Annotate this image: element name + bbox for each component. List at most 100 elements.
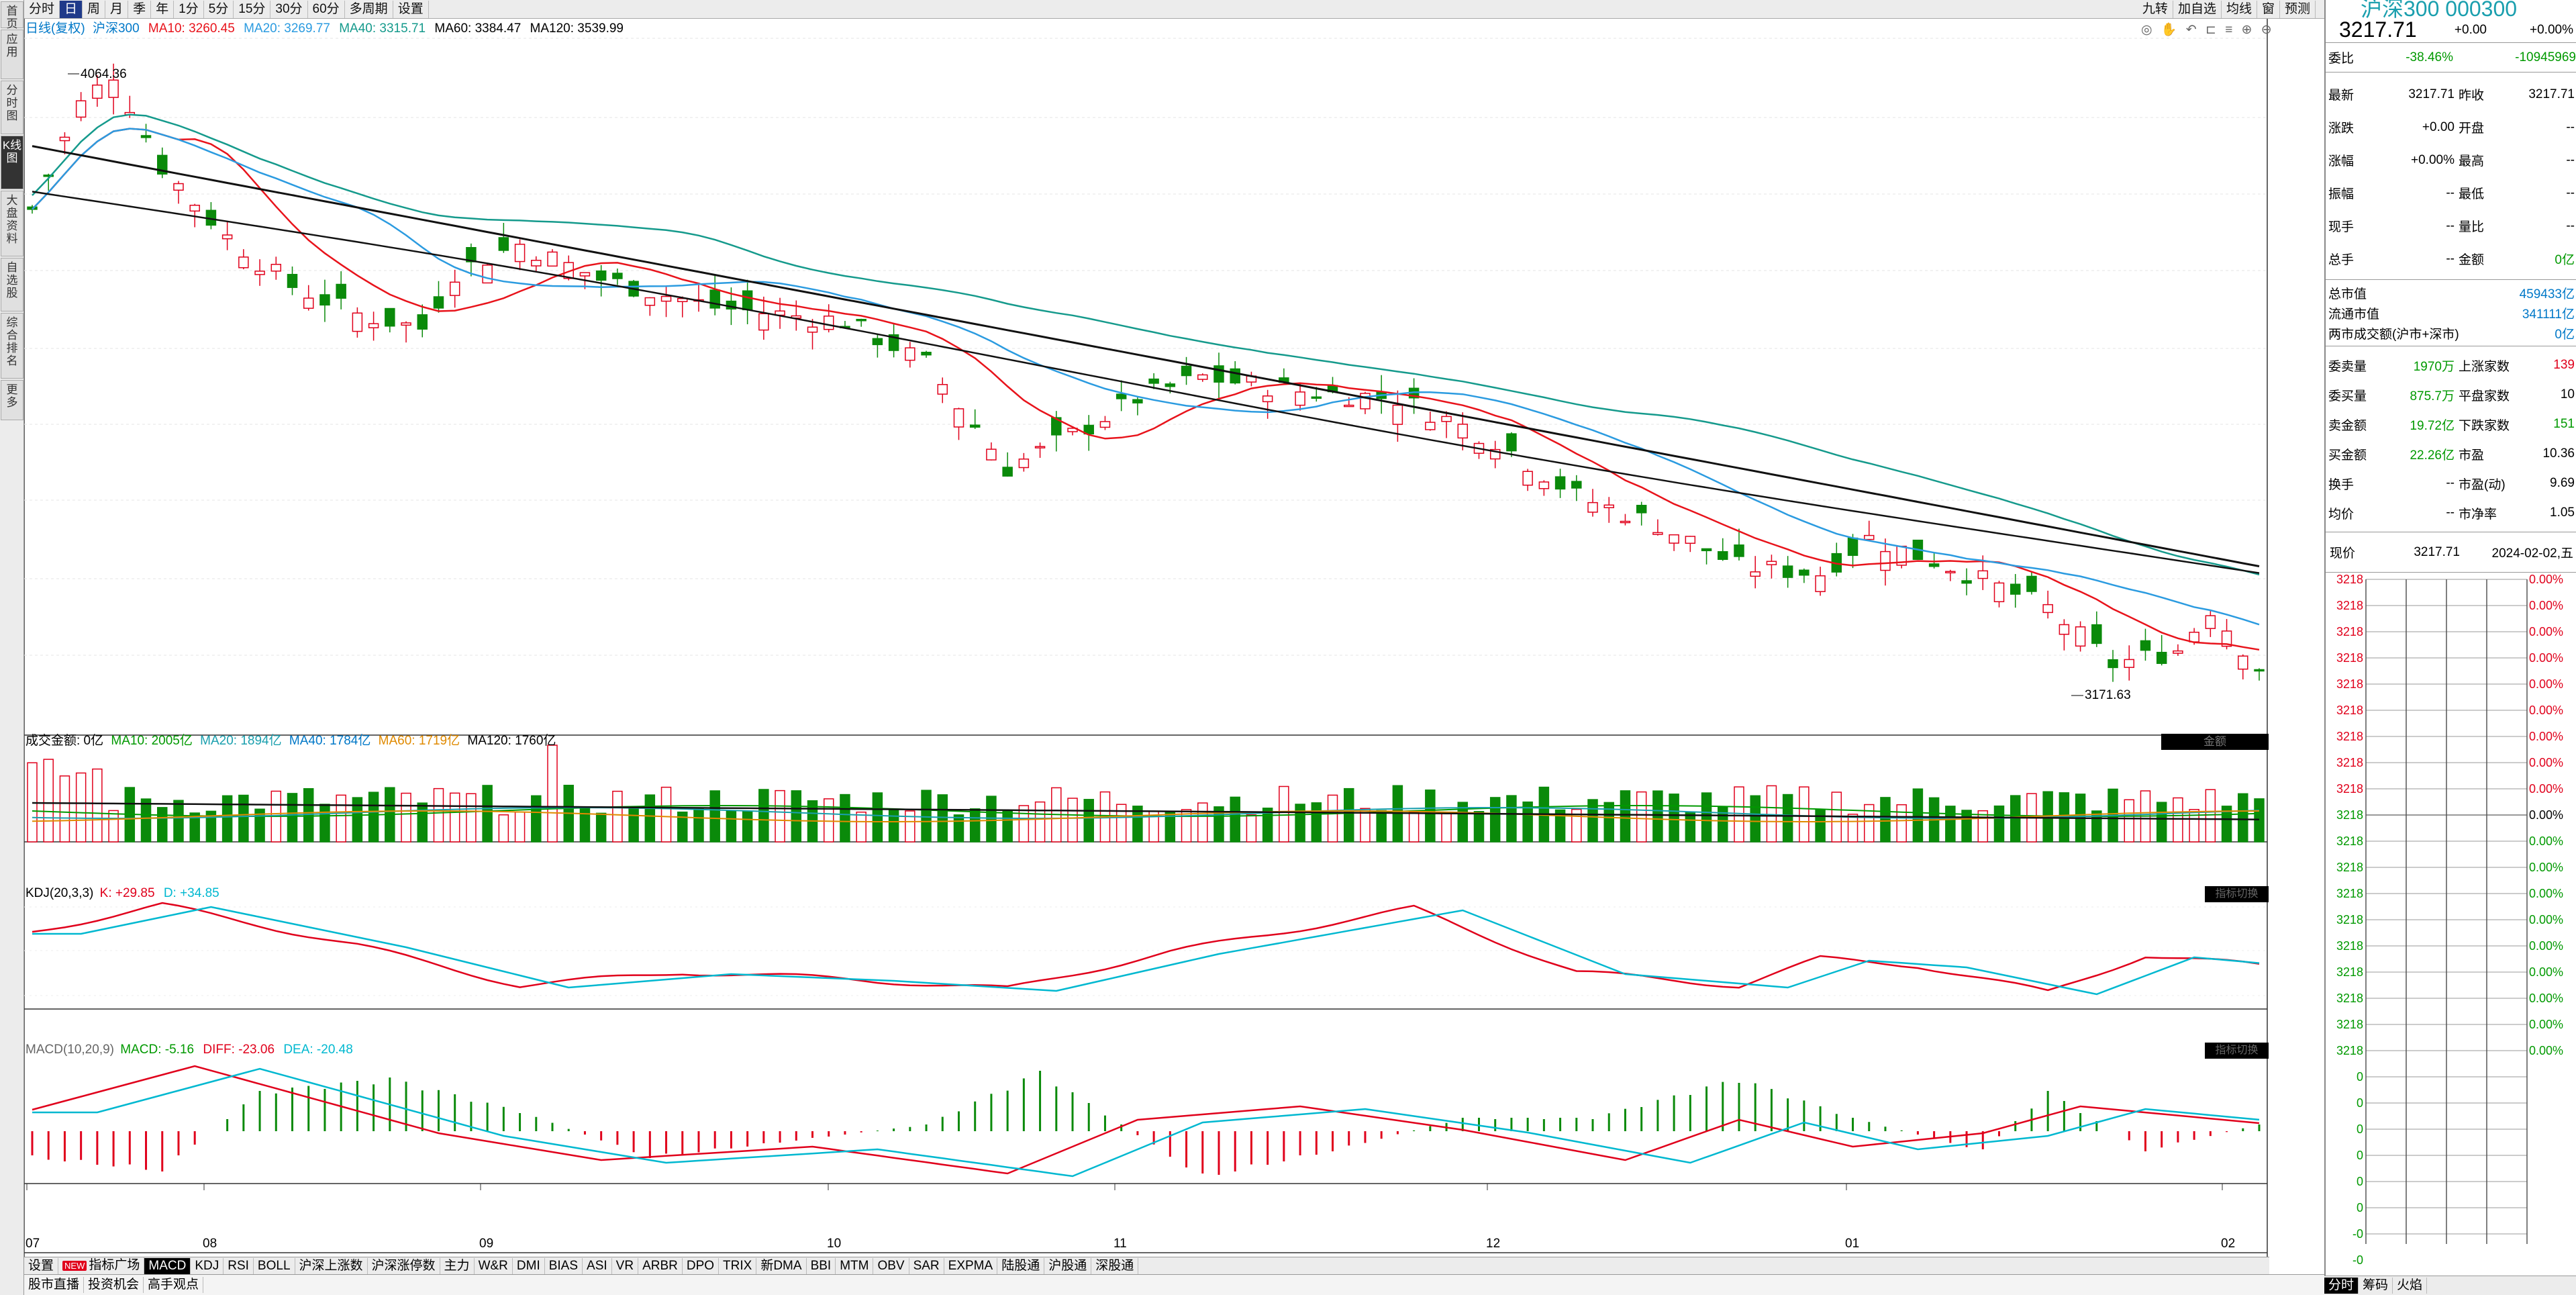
indicator-tab-15[interactable]: DPO <box>683 1257 720 1274</box>
indicator-tab-16[interactable]: TRIX <box>719 1257 757 1274</box>
candle <box>1620 514 1631 526</box>
candle <box>1554 469 1566 498</box>
sidebar-item-kline[interactable]: K线图 <box>1 136 23 189</box>
macd-switch-button[interactable]: 指标切换 <box>2205 1043 2269 1059</box>
candle <box>1880 538 1891 586</box>
period-9[interactable]: 30分 <box>270 0 308 18</box>
mini-price-label: 3218 <box>2336 573 2363 586</box>
indicator-tab-18[interactable]: BBI <box>807 1257 836 1274</box>
breadth-stats: 委卖量 1970万 上涨家数 139 委买量 875.7万 平盘家数 10 卖金额 19.72亿下… <box>2326 346 2576 532</box>
period-8[interactable]: 15分 <box>234 0 271 18</box>
tool-4[interactable]: 预测 <box>2280 1 2316 18</box>
period-3[interactable]: 月 <box>105 0 129 18</box>
mini-timeshare-chart[interactable]: 3218 3218 3218 3218 3218 3218 3218 3218 3218 3218… <box>2326 573 2576 1293</box>
webi-label: 委比 <box>2328 52 2355 66</box>
period-5[interactable]: 年 <box>151 0 175 18</box>
period-10[interactable]: 60分 <box>308 0 345 18</box>
period-12[interactable]: 设置 <box>393 0 429 18</box>
candle <box>563 255 574 281</box>
candle <box>1799 568 1810 583</box>
indicator-tab-2[interactable]: MACD <box>144 1257 191 1274</box>
stat-label: 现手 <box>2328 220 2355 234</box>
volume-bar <box>1425 789 1436 843</box>
indicator-tab-10[interactable]: DMI <box>513 1257 545 1274</box>
breadth-value: 139 <box>2553 358 2575 372</box>
sidebar-item-market-info[interactable]: 大盘资料 <box>1 191 23 256</box>
tool-1[interactable]: 加自选 <box>2173 1 2222 18</box>
stat-value: -- <box>2446 251 2455 266</box>
macd-legend: MACD(10,20,9) MACD: -5.16 DIFF: -23.06 D… <box>26 1043 353 1057</box>
volume-bar <box>189 812 200 843</box>
indicator-tab-13[interactable]: VR <box>612 1257 639 1274</box>
indicator-tab-6[interactable]: 沪深上涨数 <box>295 1257 368 1274</box>
period-0[interactable]: 分时 <box>24 0 60 18</box>
period-4[interactable]: 季 <box>128 0 152 18</box>
indicator-tab-19[interactable]: MTM <box>836 1257 874 1274</box>
volume-bar <box>433 787 444 843</box>
high-label: 4064.36 <box>81 67 127 81</box>
kline-chart[interactable]: 4114400438943783367435643454334332330708… <box>24 19 2269 1257</box>
indicator-tab-9[interactable]: W&R <box>475 1257 513 1274</box>
candle <box>2059 619 2070 651</box>
indicator-tab-24[interactable]: 沪股通 <box>1044 1257 1092 1274</box>
sidebar-item-ranking[interactable]: 综合排名 <box>1 313 23 379</box>
volume-bar <box>482 785 493 843</box>
now-label: 现价 <box>2330 546 2356 561</box>
indicator-tab-23[interactable]: 陆股通 <box>997 1257 1045 1274</box>
mini-pct-label: 0.00% <box>2529 599 2564 612</box>
volume-bar <box>1295 804 1305 843</box>
sidebar-item-watchlist[interactable]: 自选股 <box>1 258 23 311</box>
indicator-tab-4[interactable]: RSI <box>224 1257 254 1274</box>
tool-0[interactable]: 九转 <box>2138 1 2173 18</box>
indicator-tab-20[interactable]: OBV <box>873 1257 909 1274</box>
panel-tab-2[interactable]: 火焰 <box>2393 1278 2428 1294</box>
bottom-link-1[interactable]: 投资机会 <box>84 1277 144 1293</box>
sidebar-item-apps[interactable]: 应用 <box>1 30 23 79</box>
market-label: 两市成交额(沪市+深市) <box>2328 327 2459 342</box>
indicator-tab-21[interactable]: SAR <box>909 1257 944 1274</box>
period-7[interactable]: 5分 <box>204 0 234 18</box>
indicator-tab-12[interactable]: ASI <box>583 1257 612 1274</box>
indicator-tab-3[interactable]: KDJ <box>191 1257 224 1274</box>
period-2[interactable]: 周 <box>83 0 106 18</box>
period-6[interactable]: 1分 <box>174 0 204 18</box>
candle <box>270 256 282 280</box>
sidebar-item-more[interactable]: 更多 <box>1 380 23 420</box>
candle <box>2075 621 2086 652</box>
breadth-value: 19.72亿 <box>2410 418 2455 433</box>
candle <box>1571 475 1582 501</box>
period-11[interactable]: 多周期 <box>345 0 393 18</box>
indicator-tab-8[interactable]: 主力 <box>440 1257 475 1274</box>
breadth-row: 换手 -- 市盈(动) 9.69 <box>2326 469 2576 498</box>
indicator-tab-5[interactable]: BOLL <box>254 1257 295 1274</box>
indicator-tab-11[interactable]: BIAS <box>545 1257 583 1274</box>
panel-tab-0[interactable]: 分时 <box>2324 1278 2359 1294</box>
volume-bar <box>1701 792 1712 843</box>
period-1[interactable]: 日 <box>60 0 83 18</box>
indicator-tab-14[interactable]: ARBR <box>638 1257 683 1274</box>
candle <box>1457 412 1469 450</box>
indicator-tab-7[interactable]: 沪深涨停数 <box>368 1257 440 1274</box>
kdj-switch-button[interactable]: 指标切换 <box>2205 886 2269 902</box>
chart-tools[interactable]: ◎ ✋ ↶ ⊏ ≡ ⊕ ⊖ <box>2141 23 2275 37</box>
volume-bar <box>336 794 346 843</box>
breadth-label: 买金额 <box>2328 448 2367 463</box>
volume-bar <box>677 811 688 843</box>
candle <box>856 318 866 327</box>
candle <box>1896 545 1907 569</box>
bottom-link-2[interactable]: 高手观点 <box>144 1277 204 1293</box>
candle <box>953 407 964 440</box>
bottom-link-0[interactable]: 股市直播 <box>24 1277 85 1293</box>
indicator-tab-1[interactable]: NEW 指标广场 <box>58 1257 145 1274</box>
indicator-tab-label: 主力 <box>444 1258 470 1273</box>
volume-switch-button[interactable]: 金额 <box>2161 734 2269 750</box>
tool-3[interactable]: 窗 <box>2257 1 2280 18</box>
indicator-tab-22[interactable]: EXPMA <box>944 1257 998 1274</box>
indicator-tab-25[interactable]: 深股通 <box>1091 1257 1139 1274</box>
panel-tab-1[interactable]: 筹码 <box>2359 1278 2393 1294</box>
indicator-tab-17[interactable]: 新DMA <box>756 1257 807 1274</box>
indicator-tab-0[interactable]: 设置 <box>24 1257 59 1274</box>
sidebar-item-home[interactable]: 首页 <box>1 1 23 30</box>
sidebar-item-timeshare[interactable]: 分时图 <box>1 81 23 134</box>
tool-2[interactable]: 均线 <box>2222 1 2257 18</box>
